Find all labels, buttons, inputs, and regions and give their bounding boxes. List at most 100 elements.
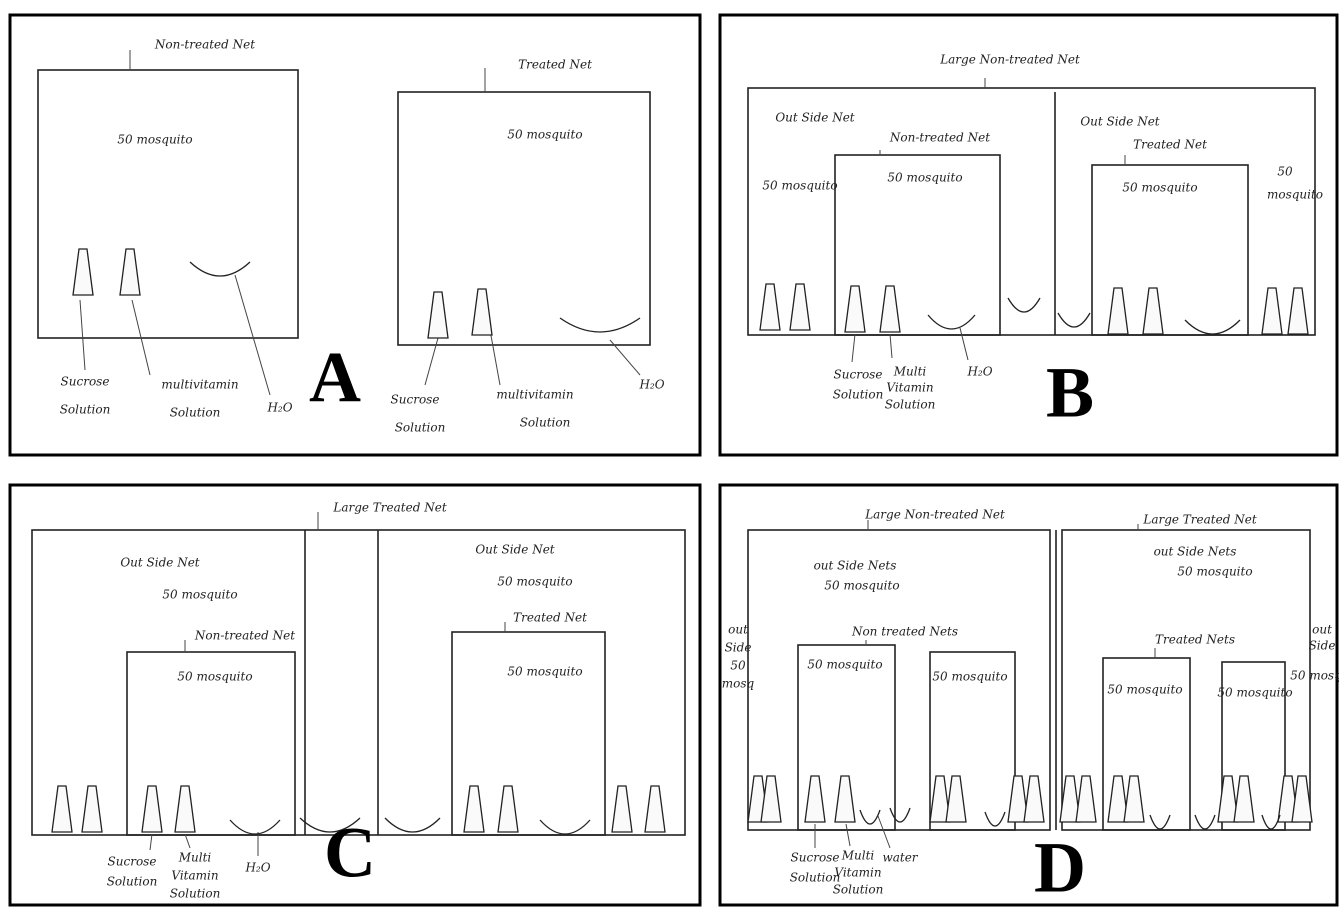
dish (890, 808, 910, 822)
dish (1150, 815, 1170, 829)
flask (790, 284, 810, 330)
label: 50 mosquito (507, 128, 582, 142)
flask (82, 786, 102, 832)
label: Solution (520, 416, 571, 430)
label: 50 mosquito (824, 579, 899, 593)
dish (1195, 815, 1215, 829)
pointer (878, 816, 890, 848)
flask (1108, 288, 1128, 334)
flask (175, 786, 195, 832)
label: Treated Nets (1155, 633, 1235, 647)
label: Treated Net (1133, 138, 1207, 152)
label: 50 mosquito (762, 179, 837, 193)
label: Sucrose (834, 368, 883, 382)
flask (835, 776, 855, 822)
flask (946, 776, 966, 822)
flask (1292, 776, 1312, 822)
panel-letter: A (309, 338, 361, 418)
pointer (846, 824, 850, 846)
label: Side (1309, 639, 1336, 653)
label: Treated Net (513, 611, 587, 625)
panel-letter: C (324, 813, 376, 893)
label: Solution (60, 403, 111, 417)
label: 50 mosquito (1107, 683, 1182, 697)
figure: Non-treated Net 50 mosquito Treated Net 50 … (0, 0, 1339, 910)
label: 50 mosquito (932, 670, 1007, 684)
flask (845, 286, 865, 332)
flask (1234, 776, 1254, 822)
label: Non-treated Net (194, 629, 295, 643)
pointer (960, 328, 968, 360)
label: Out Side Net (1080, 115, 1159, 129)
flask (472, 289, 492, 335)
flask (120, 249, 140, 295)
label: 50 (730, 659, 746, 673)
dish (190, 262, 250, 276)
net (32, 530, 685, 835)
label: Solution (885, 398, 936, 412)
dish (385, 818, 440, 832)
pointer (80, 300, 85, 370)
label: mosquito (1267, 188, 1323, 202)
label: Multi (893, 365, 927, 379)
label: Non treated Nets (851, 625, 958, 639)
flask (612, 786, 632, 832)
label: Sucrose (108, 855, 157, 869)
label: Vitamin (171, 869, 218, 883)
flask (1143, 288, 1163, 334)
label: Solution (170, 887, 221, 901)
pointer (490, 330, 500, 385)
label: Large Non-treated Net (864, 508, 1005, 522)
label: 50 mosquito (507, 665, 582, 679)
dish (985, 812, 1005, 826)
label: 50 mosq (1290, 669, 1339, 683)
label: Solution (833, 388, 884, 402)
label: 50 mosquito (1217, 686, 1292, 700)
pointer (852, 334, 855, 362)
label: Out Side Net (775, 111, 854, 125)
flask (645, 786, 665, 832)
label: 50 mosquito (162, 588, 237, 602)
flask (498, 786, 518, 832)
flask (805, 776, 825, 822)
flask (1262, 288, 1282, 334)
label: H₂O (966, 365, 992, 379)
label: 50 mosquito (177, 670, 252, 684)
flask (880, 286, 900, 332)
flask (761, 776, 781, 822)
label: Multi (178, 851, 212, 865)
flask (1024, 776, 1044, 822)
net (38, 70, 298, 338)
label: 50 mosquito (887, 171, 962, 185)
label: Vitamin (834, 866, 881, 880)
label: Non-treated Net (154, 38, 255, 52)
label: Sucrose (61, 375, 110, 389)
label: 50 mosquito (1122, 181, 1197, 195)
label: Out Side Net (120, 556, 199, 570)
label: mosq (722, 677, 755, 691)
label: H₂O (266, 401, 292, 415)
pointer (890, 334, 892, 358)
label: 50 mosquito (1177, 565, 1252, 579)
flask (1076, 776, 1096, 822)
dish (1185, 320, 1240, 334)
flask (1288, 288, 1308, 334)
label: Multi (841, 849, 875, 863)
label: Non-treated Net (889, 131, 990, 145)
dish (1008, 298, 1040, 312)
dish (230, 820, 280, 834)
pointer (235, 275, 270, 395)
label: H₂O (638, 378, 664, 392)
panel-letter: B (1046, 353, 1094, 433)
label: Sucrose (391, 393, 440, 407)
label: H₂O (244, 861, 270, 875)
label: Out Side Net (475, 543, 554, 557)
label: water (882, 851, 918, 865)
flask (464, 786, 484, 832)
flask (73, 249, 93, 295)
flask (52, 786, 72, 832)
net (748, 88, 1315, 335)
label: Solution (170, 406, 221, 420)
dish (560, 318, 640, 332)
flask (428, 292, 448, 338)
